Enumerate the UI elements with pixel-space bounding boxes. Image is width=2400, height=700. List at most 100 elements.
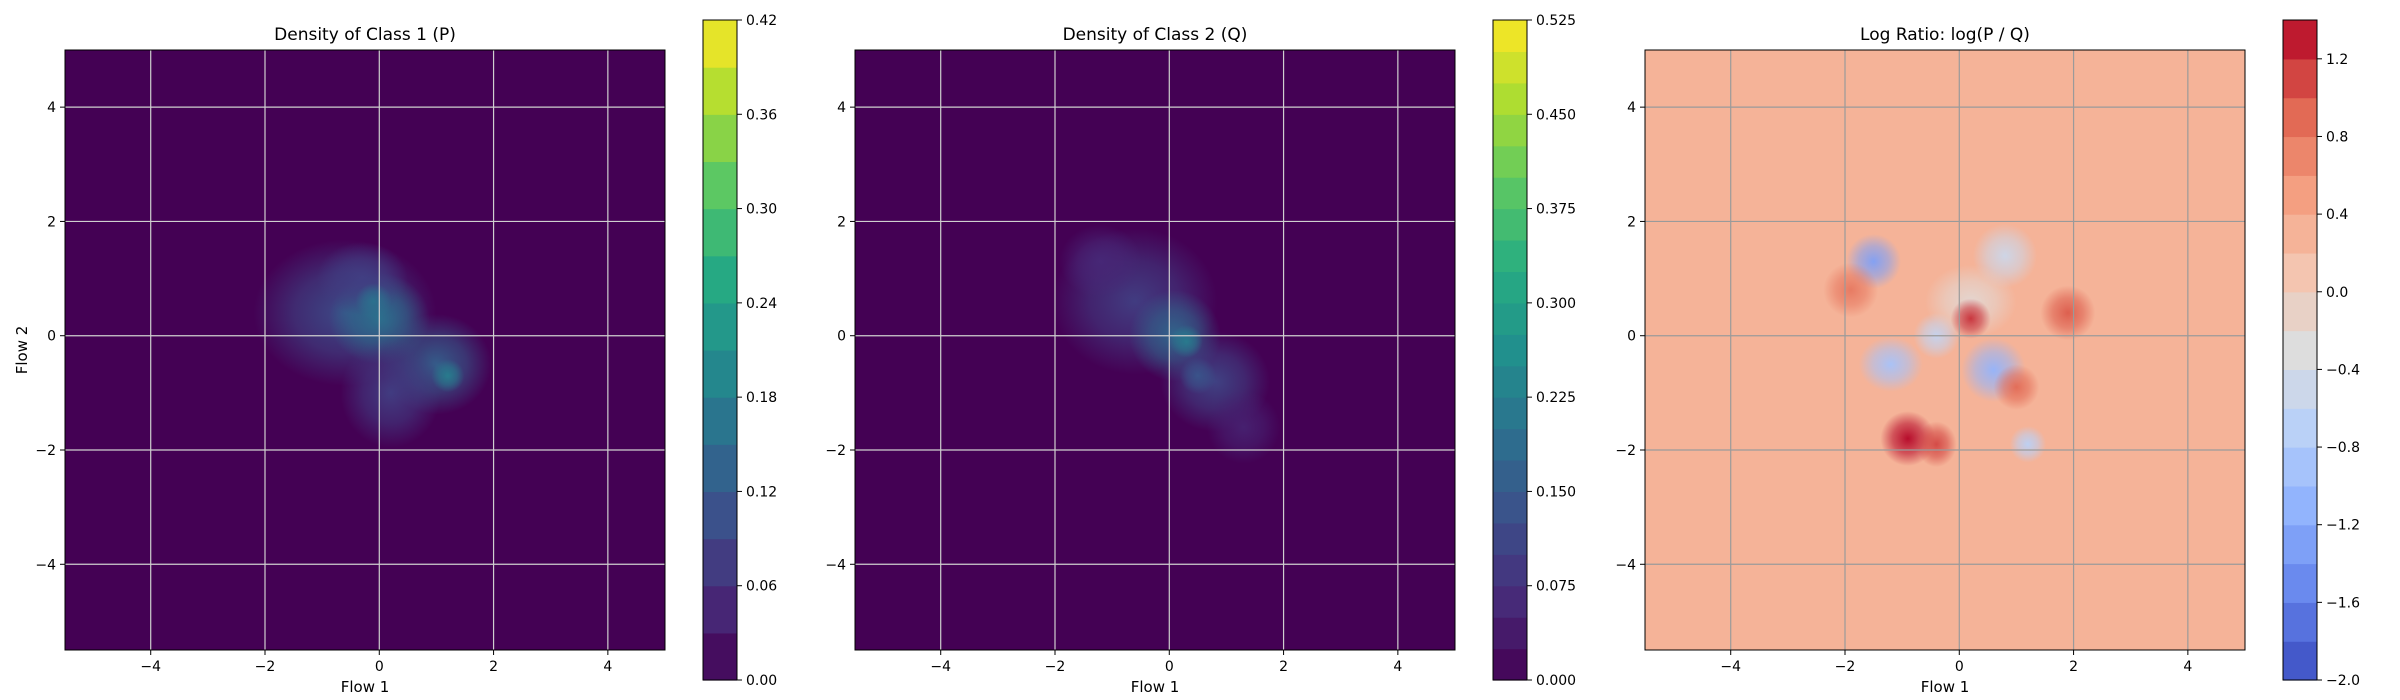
colorbar-level — [2283, 330, 2317, 371]
colorbar-tick-label: 0.24 — [746, 296, 777, 312]
y-tick-label: 2 — [837, 214, 846, 230]
density-blob — [1993, 364, 2040, 410]
colorbar-tick-label: 0.000 — [1536, 673, 1576, 689]
x-tick-label: 0 — [1955, 659, 1964, 675]
colorbar: −2.0 −1.6 −1.2 −0.8 −0.4 0.0 0.4 0.8 1.2 — [2282, 19, 2360, 689]
colorbar-level — [1493, 208, 1527, 241]
colorbar-tick-label: 0.525 — [1536, 13, 1576, 29]
colorbar-tick-label: 0.18 — [746, 390, 777, 406]
y-tick-label: 0 — [47, 329, 56, 345]
density-blob — [1059, 224, 1142, 298]
colorbar-tick-label: −0.4 — [2326, 362, 2360, 378]
colorbar-level — [1493, 271, 1527, 304]
x-tick-label: −4 — [140, 659, 161, 675]
colorbar-level — [2283, 563, 2317, 603]
x-axis-label: Flow 1 — [1921, 678, 1970, 696]
y-tick-label: 2 — [47, 214, 56, 230]
panel-2: −4 −2 0 2 4 −4 −2 0 2 4 Density of Class 2 (Q) Flow… — [825, 13, 1576, 696]
colorbar-tick-label: 0.36 — [746, 107, 777, 123]
colorbar-level — [1493, 20, 1527, 53]
y-tick-label: 4 — [837, 100, 846, 116]
heatmap-field — [253, 239, 492, 448]
colorbar-tick-label: 0.225 — [1536, 390, 1576, 406]
colorbar-level — [2283, 641, 2317, 681]
colorbar-level — [703, 302, 737, 351]
colorbar-frame — [2282, 19, 2318, 681]
colorbar-tick-label: 0.375 — [1536, 202, 1576, 218]
colorbar-level — [2283, 602, 2317, 642]
density-blob — [1858, 336, 1923, 392]
colorbar-level — [2283, 524, 2317, 565]
colorbar-level — [703, 538, 737, 587]
y-tick-label: −4 — [825, 557, 846, 573]
colorbar-level — [2283, 58, 2317, 99]
density-blob — [340, 338, 441, 448]
x-tick-label: 2 — [1279, 659, 1288, 675]
colorbar-tick-label: 1.2 — [2326, 52, 2348, 68]
x-tick-label: −4 — [930, 659, 951, 675]
colorbar-level — [1493, 397, 1527, 430]
colorbar-tick-label: −1.6 — [2326, 595, 2360, 611]
colorbar-level — [2283, 485, 2317, 526]
y-tick-label: 0 — [837, 329, 846, 345]
colorbar-level — [703, 114, 737, 163]
x-tick-label: −2 — [1835, 659, 1856, 675]
x-tick-label: 4 — [603, 659, 612, 675]
density-blob — [2009, 426, 2047, 463]
y-axis-label: Flow 2 — [13, 326, 31, 375]
colorbar-tick-label: −0.8 — [2326, 440, 2360, 456]
colorbar-frame — [1492, 19, 1528, 681]
colorbar-level — [1493, 522, 1527, 555]
colorbar-level — [2283, 447, 2317, 487]
colorbar-level — [1493, 648, 1527, 681]
colorbar-level — [1493, 554, 1527, 587]
colorbar-tick-label: 0.42 — [746, 13, 777, 29]
colorbar-tick-label: 0.4 — [2326, 207, 2348, 223]
density-blob — [2040, 285, 2096, 341]
colorbar-level — [703, 444, 737, 493]
colorbar-level — [2283, 408, 2317, 448]
density-blob — [431, 359, 465, 393]
x-tick-label: −2 — [255, 659, 276, 675]
density-blob — [1169, 324, 1203, 358]
y-tick-label: −2 — [35, 443, 56, 459]
colorbar-level — [2283, 20, 2317, 60]
colorbar-level — [2283, 175, 2317, 215]
x-axis-label: Flow 1 — [341, 678, 390, 696]
colorbar: 0.00 0.06 0.12 0.18 0.24 0.30 0.36 0.42 — [702, 13, 777, 689]
chart-title: Density of Class 2 (Q) — [1063, 25, 1248, 45]
colorbar-tick-label: 0.150 — [1536, 484, 1576, 500]
chart-title: Log Ratio: log(P / Q) — [1860, 25, 2030, 45]
x-tick-label: 4 — [1393, 659, 1402, 675]
colorbar-level — [2283, 214, 2317, 254]
colorbar-level — [703, 20, 737, 68]
heatmap-field — [1052, 224, 1281, 464]
x-tick-label: −4 — [1720, 659, 1741, 675]
colorbar-level — [1493, 460, 1527, 493]
colorbar-level — [1493, 114, 1527, 147]
colorbar-level — [1493, 334, 1527, 367]
y-tick-label: 2 — [1627, 214, 1636, 230]
colorbar-level — [2283, 252, 2317, 293]
colorbar-level — [2283, 369, 2317, 409]
x-tick-label: 4 — [2183, 659, 2192, 675]
colorbar-level — [1493, 365, 1527, 398]
colorbar-level — [703, 632, 737, 681]
colorbar-tick-label: 0.00 — [746, 673, 777, 689]
colorbar-tick-label: 0.300 — [1536, 296, 1576, 312]
y-tick-label: −4 — [1615, 557, 1636, 573]
colorbar-tick-label: −2.0 — [2326, 673, 2360, 689]
colorbar-frame — [702, 19, 738, 681]
y-tick-label: 4 — [1627, 100, 1636, 116]
panel-1: −4 −2 0 2 4 −4 −2 0 2 4 Density of Class 1 (P) Flow… — [13, 13, 777, 696]
colorbar-level — [1493, 491, 1527, 524]
colorbar-level — [703, 350, 737, 398]
colorbar-level — [703, 208, 737, 257]
colorbar-level — [1493, 585, 1527, 618]
y-tick-label: 0 — [1627, 329, 1636, 345]
x-tick-label: −2 — [1045, 659, 1066, 675]
axes-frame — [64, 49, 666, 651]
colorbar-level — [1493, 617, 1527, 650]
colorbar-level — [703, 491, 737, 540]
